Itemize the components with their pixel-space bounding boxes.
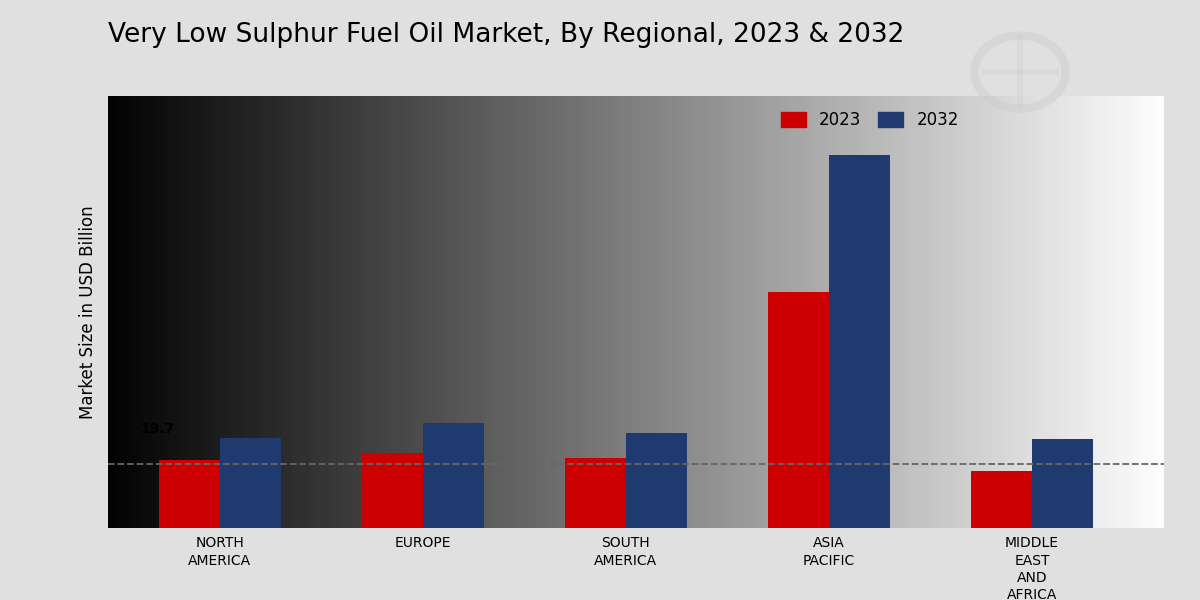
- Bar: [626, 433, 686, 528]
- Legend: 2023, 2032: 2023, 2032: [774, 104, 966, 136]
- Bar: [158, 460, 220, 528]
- Bar: [565, 458, 626, 528]
- Bar: [220, 439, 281, 528]
- Text: 19.7: 19.7: [140, 422, 175, 436]
- Y-axis label: Market Size in USD Billion: Market Size in USD Billion: [79, 205, 97, 419]
- Bar: [768, 292, 829, 528]
- Bar: [1032, 439, 1093, 528]
- Bar: [971, 471, 1032, 528]
- Text: Very Low Sulphur Fuel Oil Market, By Regional, 2023 & 2032: Very Low Sulphur Fuel Oil Market, By Reg…: [108, 22, 905, 48]
- Bar: [362, 453, 422, 528]
- Bar: [829, 155, 890, 528]
- Bar: [422, 424, 484, 528]
